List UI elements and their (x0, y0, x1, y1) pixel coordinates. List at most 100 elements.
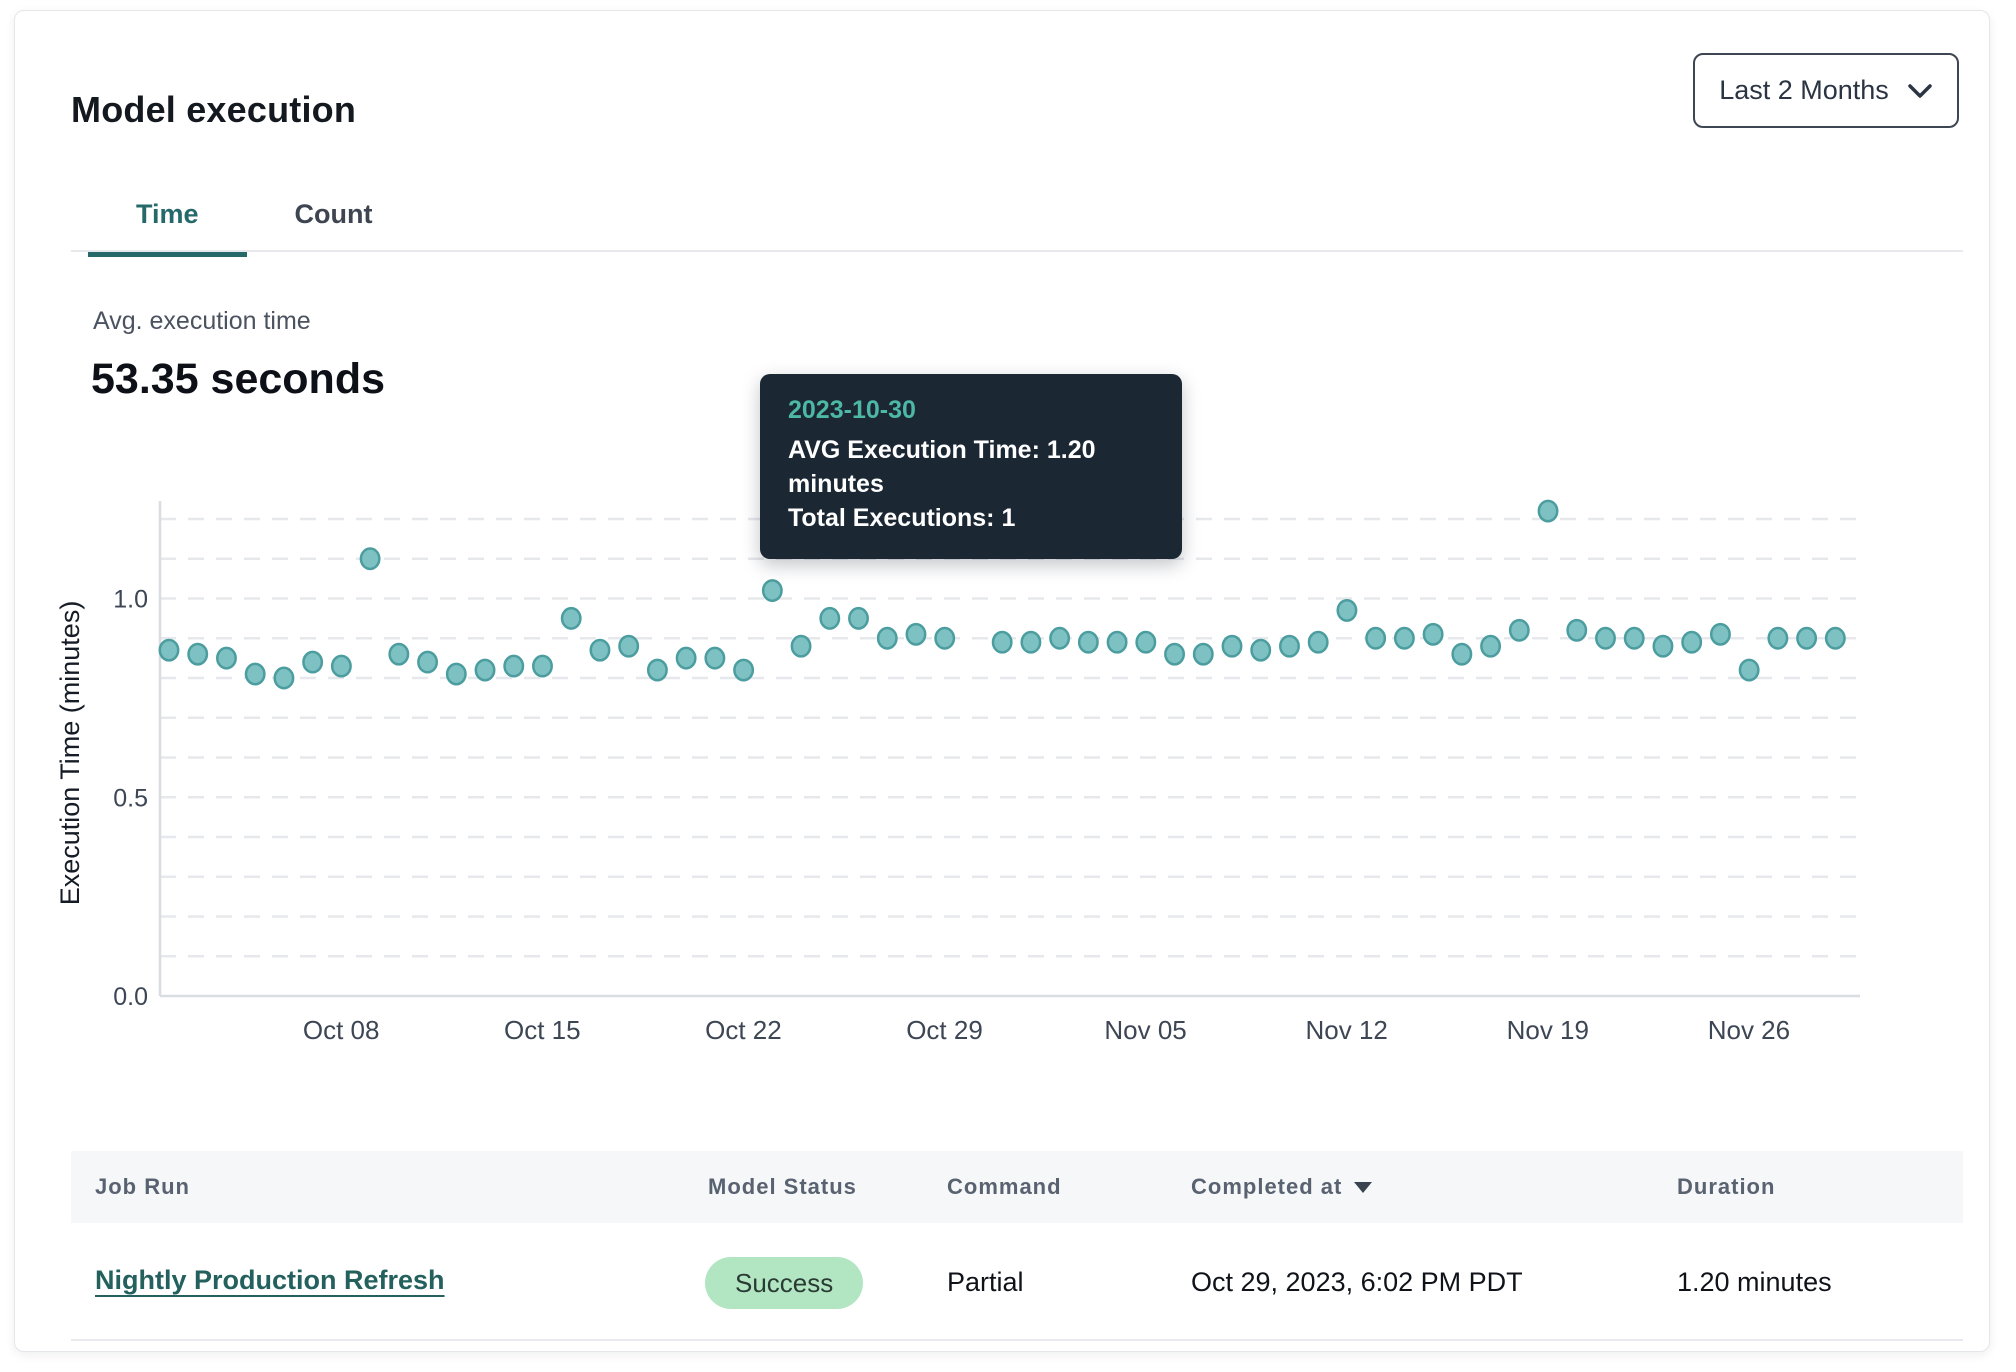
data-point[interactable] (1192, 642, 1214, 666)
scatter-plot: 0.0 0.5 1.0 Oct 08 Oct 15 Oct 22 Oct 29 Nov 05 N… (55, 499, 1860, 1045)
data-point[interactable] (1279, 634, 1300, 658)
data-point[interactable] (704, 646, 726, 670)
status-badge: Success (705, 1257, 864, 1309)
job-run-table-header: Job Run Model Status Command Completed a… (71, 1151, 1963, 1223)
data-point[interactable] (675, 646, 697, 670)
tooltip-total-executions: Total Executions: 1 (788, 504, 1016, 532)
data-point[interactable] (905, 622, 927, 646)
data-point[interactable] (991, 630, 1013, 654)
x-tick-label: Oct 22 (705, 1015, 782, 1045)
data-point[interactable] (1422, 622, 1444, 646)
x-tick-label: Nov 19 (1507, 1015, 1589, 1045)
data-point[interactable] (1020, 630, 1042, 654)
command-cell: Partial (947, 1267, 1024, 1297)
page-title: Model execution (71, 89, 357, 130)
data-point[interactable] (1767, 626, 1789, 650)
model-execution-card: Model execution Last 2 Months Time Count… (14, 10, 1990, 1352)
data-point[interactable] (1652, 634, 1674, 658)
data-point[interactable] (1336, 598, 1358, 622)
data-point[interactable] (388, 642, 410, 666)
data-point[interactable] (1480, 634, 1502, 658)
data-point[interactable] (589, 638, 611, 662)
data-point[interactable] (819, 606, 841, 630)
data-point[interactable] (1250, 638, 1272, 662)
row-divider (71, 1339, 1963, 1341)
data-point[interactable] (618, 634, 640, 658)
completed-at-cell: Oct 29, 2023, 6:02 PM PDT (1191, 1267, 1523, 1297)
data-point[interactable] (1164, 642, 1186, 666)
data-point[interactable] (503, 654, 525, 678)
chart-tabs: Time Count (88, 193, 421, 257)
data-point[interactable] (302, 650, 324, 674)
date-range-value: Last 2 Months (1719, 75, 1889, 105)
avg-execution-time-label: Avg. execution time (93, 307, 311, 335)
tooltip-date: 2023-10-30 (788, 396, 916, 424)
x-tick-label: Nov 26 (1708, 1015, 1790, 1045)
chart-tooltip: 2023-10-30 AVG Execution Time: 1.20 minu… (760, 374, 1182, 559)
data-point[interactable] (1623, 626, 1645, 650)
data-point[interactable] (934, 626, 956, 650)
y-axis-label: Execution Time (minutes) (55, 601, 85, 906)
data-point[interactable] (1796, 626, 1818, 650)
x-tick-label: Oct 29 (906, 1015, 983, 1045)
data-point[interactable] (359, 547, 381, 571)
data-point[interactable] (244, 662, 266, 686)
data-point[interactable] (330, 654, 352, 678)
data-point[interactable] (1365, 626, 1387, 650)
data-point[interactable] (1508, 618, 1530, 642)
data-point[interactable] (1451, 642, 1473, 666)
chevron-down-icon (1907, 83, 1933, 99)
data-point[interactable] (1681, 630, 1703, 654)
tab-time[interactable]: Time (88, 193, 247, 257)
sort-desc-icon (1354, 1181, 1373, 1193)
data-point[interactable] (1221, 634, 1243, 658)
x-tick-label: Nov 12 (1306, 1015, 1388, 1045)
x-tick-label: Oct 15 (504, 1015, 581, 1045)
data-point[interactable] (1135, 630, 1157, 654)
data-point[interactable] (417, 650, 439, 674)
job-run-link[interactable]: Nightly Production Refresh (95, 1265, 445, 1295)
duration-cell: 1.20 minutes (1677, 1267, 1832, 1297)
data-point[interactable] (1106, 630, 1128, 654)
data-point[interactable] (1566, 618, 1588, 642)
tabs-divider (71, 250, 1963, 252)
data-point[interactable] (761, 579, 783, 603)
avg-execution-time-value: 53.35 seconds (91, 355, 386, 403)
data-point[interactable] (445, 662, 467, 686)
data-point[interactable] (1077, 630, 1099, 654)
data-point[interactable] (733, 658, 755, 682)
data-point[interactable] (1307, 630, 1329, 654)
data-point[interactable] (1738, 658, 1760, 682)
data-point[interactable] (1393, 626, 1415, 650)
data-point[interactable] (158, 638, 180, 662)
data-point[interactable] (1595, 626, 1616, 650)
data-point[interactable] (273, 666, 295, 690)
data-point[interactable] (1824, 626, 1846, 650)
data-point[interactable] (560, 606, 582, 630)
y-tick-label: 0.5 (113, 784, 148, 812)
data-point[interactable] (790, 634, 812, 658)
date-range-dropdown[interactable]: Last 2 Months (1693, 53, 1959, 128)
column-header-completed-at[interactable]: Completed at (1191, 1151, 1373, 1223)
data-point[interactable] (216, 646, 237, 670)
data-point[interactable] (1537, 499, 1559, 523)
data-point[interactable] (876, 626, 898, 650)
data-point[interactable] (474, 658, 496, 682)
column-header-model-status[interactable]: Model Status (708, 1174, 857, 1199)
tooltip-avg-execution-time: AVG Execution Time: 1.20 minutes (788, 436, 1096, 498)
data-point[interactable] (532, 654, 553, 678)
y-tick-label: 0.0 (113, 983, 148, 1011)
y-tick-label: 1.0 (113, 586, 148, 614)
tab-count[interactable]: Count (294, 199, 373, 229)
data-point[interactable] (1049, 626, 1071, 650)
x-tick-label: Oct 08 (303, 1015, 380, 1045)
data-point[interactable] (646, 658, 668, 682)
data-point[interactable] (848, 606, 869, 630)
column-header-job-run[interactable]: Job Run (95, 1174, 190, 1199)
x-tick-label: Nov 05 (1104, 1015, 1186, 1045)
column-header-command[interactable]: Command (947, 1174, 1062, 1199)
data-point[interactable] (1709, 622, 1731, 646)
data-point[interactable] (187, 642, 209, 666)
column-header-duration[interactable]: Duration (1677, 1174, 1776, 1199)
